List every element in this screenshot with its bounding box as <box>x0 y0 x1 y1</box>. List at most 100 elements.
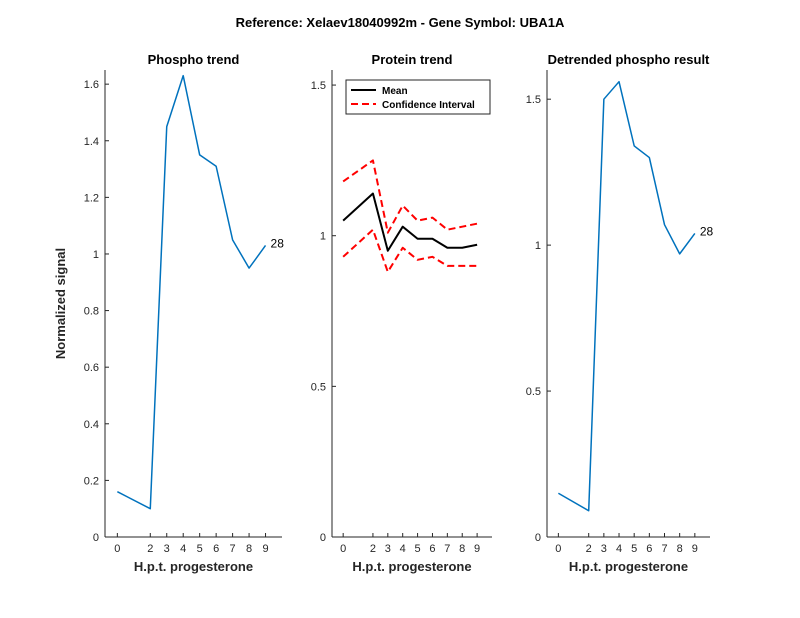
point-annotation: 28 <box>700 224 714 238</box>
series-line <box>117 74 267 510</box>
y-tick-label: 1.4 <box>84 136 99 148</box>
data-point <box>116 490 119 493</box>
data-point <box>446 246 449 249</box>
x-tick-label: 6 <box>213 543 219 555</box>
x-tick-label: 8 <box>459 543 465 555</box>
figure-suptitle: Reference: Xelaev18040992m - Gene Symbol… <box>236 15 565 30</box>
data-point <box>476 264 479 267</box>
data-point <box>342 255 345 258</box>
data-point <box>401 246 404 249</box>
x-tick-label: 8 <box>246 543 252 555</box>
x-tick-label: 7 <box>661 543 667 555</box>
series-line <box>342 192 478 252</box>
data-point <box>342 219 345 222</box>
data-point <box>149 507 152 510</box>
x-tick-label: 9 <box>262 543 268 555</box>
y-tick-label: 0 <box>320 532 326 544</box>
data-point <box>557 492 560 495</box>
x-axis-label: H.p.t. progesterone <box>134 559 253 574</box>
x-tick-label: 9 <box>474 543 480 555</box>
y-tick-label: 1 <box>535 240 541 252</box>
data-point <box>371 228 374 231</box>
data-point <box>264 244 267 247</box>
point-annotation: 28 <box>271 236 285 250</box>
series-line <box>557 80 696 512</box>
data-point <box>446 264 449 267</box>
protein-trend-panel: 0 0.5 1 1.5 0 2 3 4 5 6 7 8 9 Protein trend H.p.t. pro… <box>311 52 492 574</box>
data-point <box>431 255 434 258</box>
y-tick-label: 1.5 <box>526 94 541 106</box>
x-tick-label: 3 <box>164 543 170 555</box>
y-tick-label: 1.5 <box>311 80 326 92</box>
x-tick-label: 7 <box>230 543 236 555</box>
legend-label: Mean <box>382 86 408 97</box>
data-point <box>461 225 464 228</box>
data-point <box>648 156 651 159</box>
x-tick-label: 8 <box>677 543 683 555</box>
data-point <box>386 249 389 252</box>
y-tick-label: 0 <box>93 532 99 544</box>
data-point <box>461 246 464 249</box>
data-point <box>401 204 404 207</box>
data-point <box>401 225 404 228</box>
x-tick-label: 4 <box>616 543 622 555</box>
panel-title: Protein trend <box>372 52 453 67</box>
data-point <box>416 219 419 222</box>
x-tick-label: 0 <box>340 543 346 555</box>
data-point <box>416 237 419 240</box>
y-tick-label: 1 <box>93 249 99 261</box>
detrended-phospho-panel: 0 0.5 1 1.5 0 2 3 4 5 6 7 8 9 Detrended phospho resul… <box>526 52 714 574</box>
y-tick-label: 0.2 <box>84 475 99 487</box>
legend-box <box>345 79 491 115</box>
x-tick-label: 3 <box>601 543 607 555</box>
x-tick-label: 3 <box>385 543 391 555</box>
x-tick-label: 5 <box>197 543 203 555</box>
x-tick-label: 0 <box>555 543 561 555</box>
y-tick-label: 0.4 <box>84 419 99 431</box>
x-tick-label: 2 <box>586 543 592 555</box>
y-tick-label: 1 <box>320 231 326 243</box>
y-axis-label: Normalized signal <box>53 248 68 359</box>
data-point <box>693 232 696 235</box>
x-tick-label: 4 <box>400 543 406 555</box>
data-point <box>633 144 636 147</box>
y-tick-label: 1.2 <box>84 192 99 204</box>
data-point <box>678 252 681 255</box>
x-tick-label: 2 <box>370 543 376 555</box>
data-point <box>165 125 168 128</box>
x-tick-label: 5 <box>631 543 637 555</box>
data-point <box>231 238 234 241</box>
data-point <box>416 258 419 261</box>
data-point <box>215 165 218 168</box>
data-point <box>476 243 479 246</box>
data-point <box>587 509 590 512</box>
data-point <box>386 231 389 234</box>
x-axis-label: H.p.t. progesterone <box>569 559 688 574</box>
data-point <box>602 98 605 101</box>
data-point <box>446 228 449 231</box>
data-point <box>618 80 621 83</box>
data-point <box>476 222 479 225</box>
x-axis-label: H.p.t. progesterone <box>352 559 471 574</box>
data-point <box>386 270 389 273</box>
panel-title: Detrended phospho result <box>548 52 710 67</box>
y-tick-label: 0.6 <box>84 362 99 374</box>
y-tick-label: 0 <box>535 532 541 544</box>
y-tick-label: 0.5 <box>311 381 326 393</box>
y-tick-label: 0.5 <box>526 386 541 398</box>
x-tick-label: 4 <box>180 543 186 555</box>
data-point <box>431 237 434 240</box>
data-point <box>461 264 464 267</box>
x-tick-label: 6 <box>646 543 652 555</box>
x-tick-label: 5 <box>415 543 421 555</box>
x-tick-label: 6 <box>429 543 435 555</box>
phospho-trend-panel: 0 0.2 0.4 0.6 0.8 1 1.2 1.4 1.6 0 2 3 4 5 6 7 8 9 Phospho … <box>53 52 284 574</box>
data-point <box>431 216 434 219</box>
data-point <box>248 267 251 270</box>
panel-title: Phospho trend <box>148 52 240 67</box>
y-tick-label: 1.6 <box>84 79 99 91</box>
data-point <box>342 180 345 183</box>
legend-label: Confidence Interval <box>382 100 475 111</box>
data-point <box>198 153 201 156</box>
